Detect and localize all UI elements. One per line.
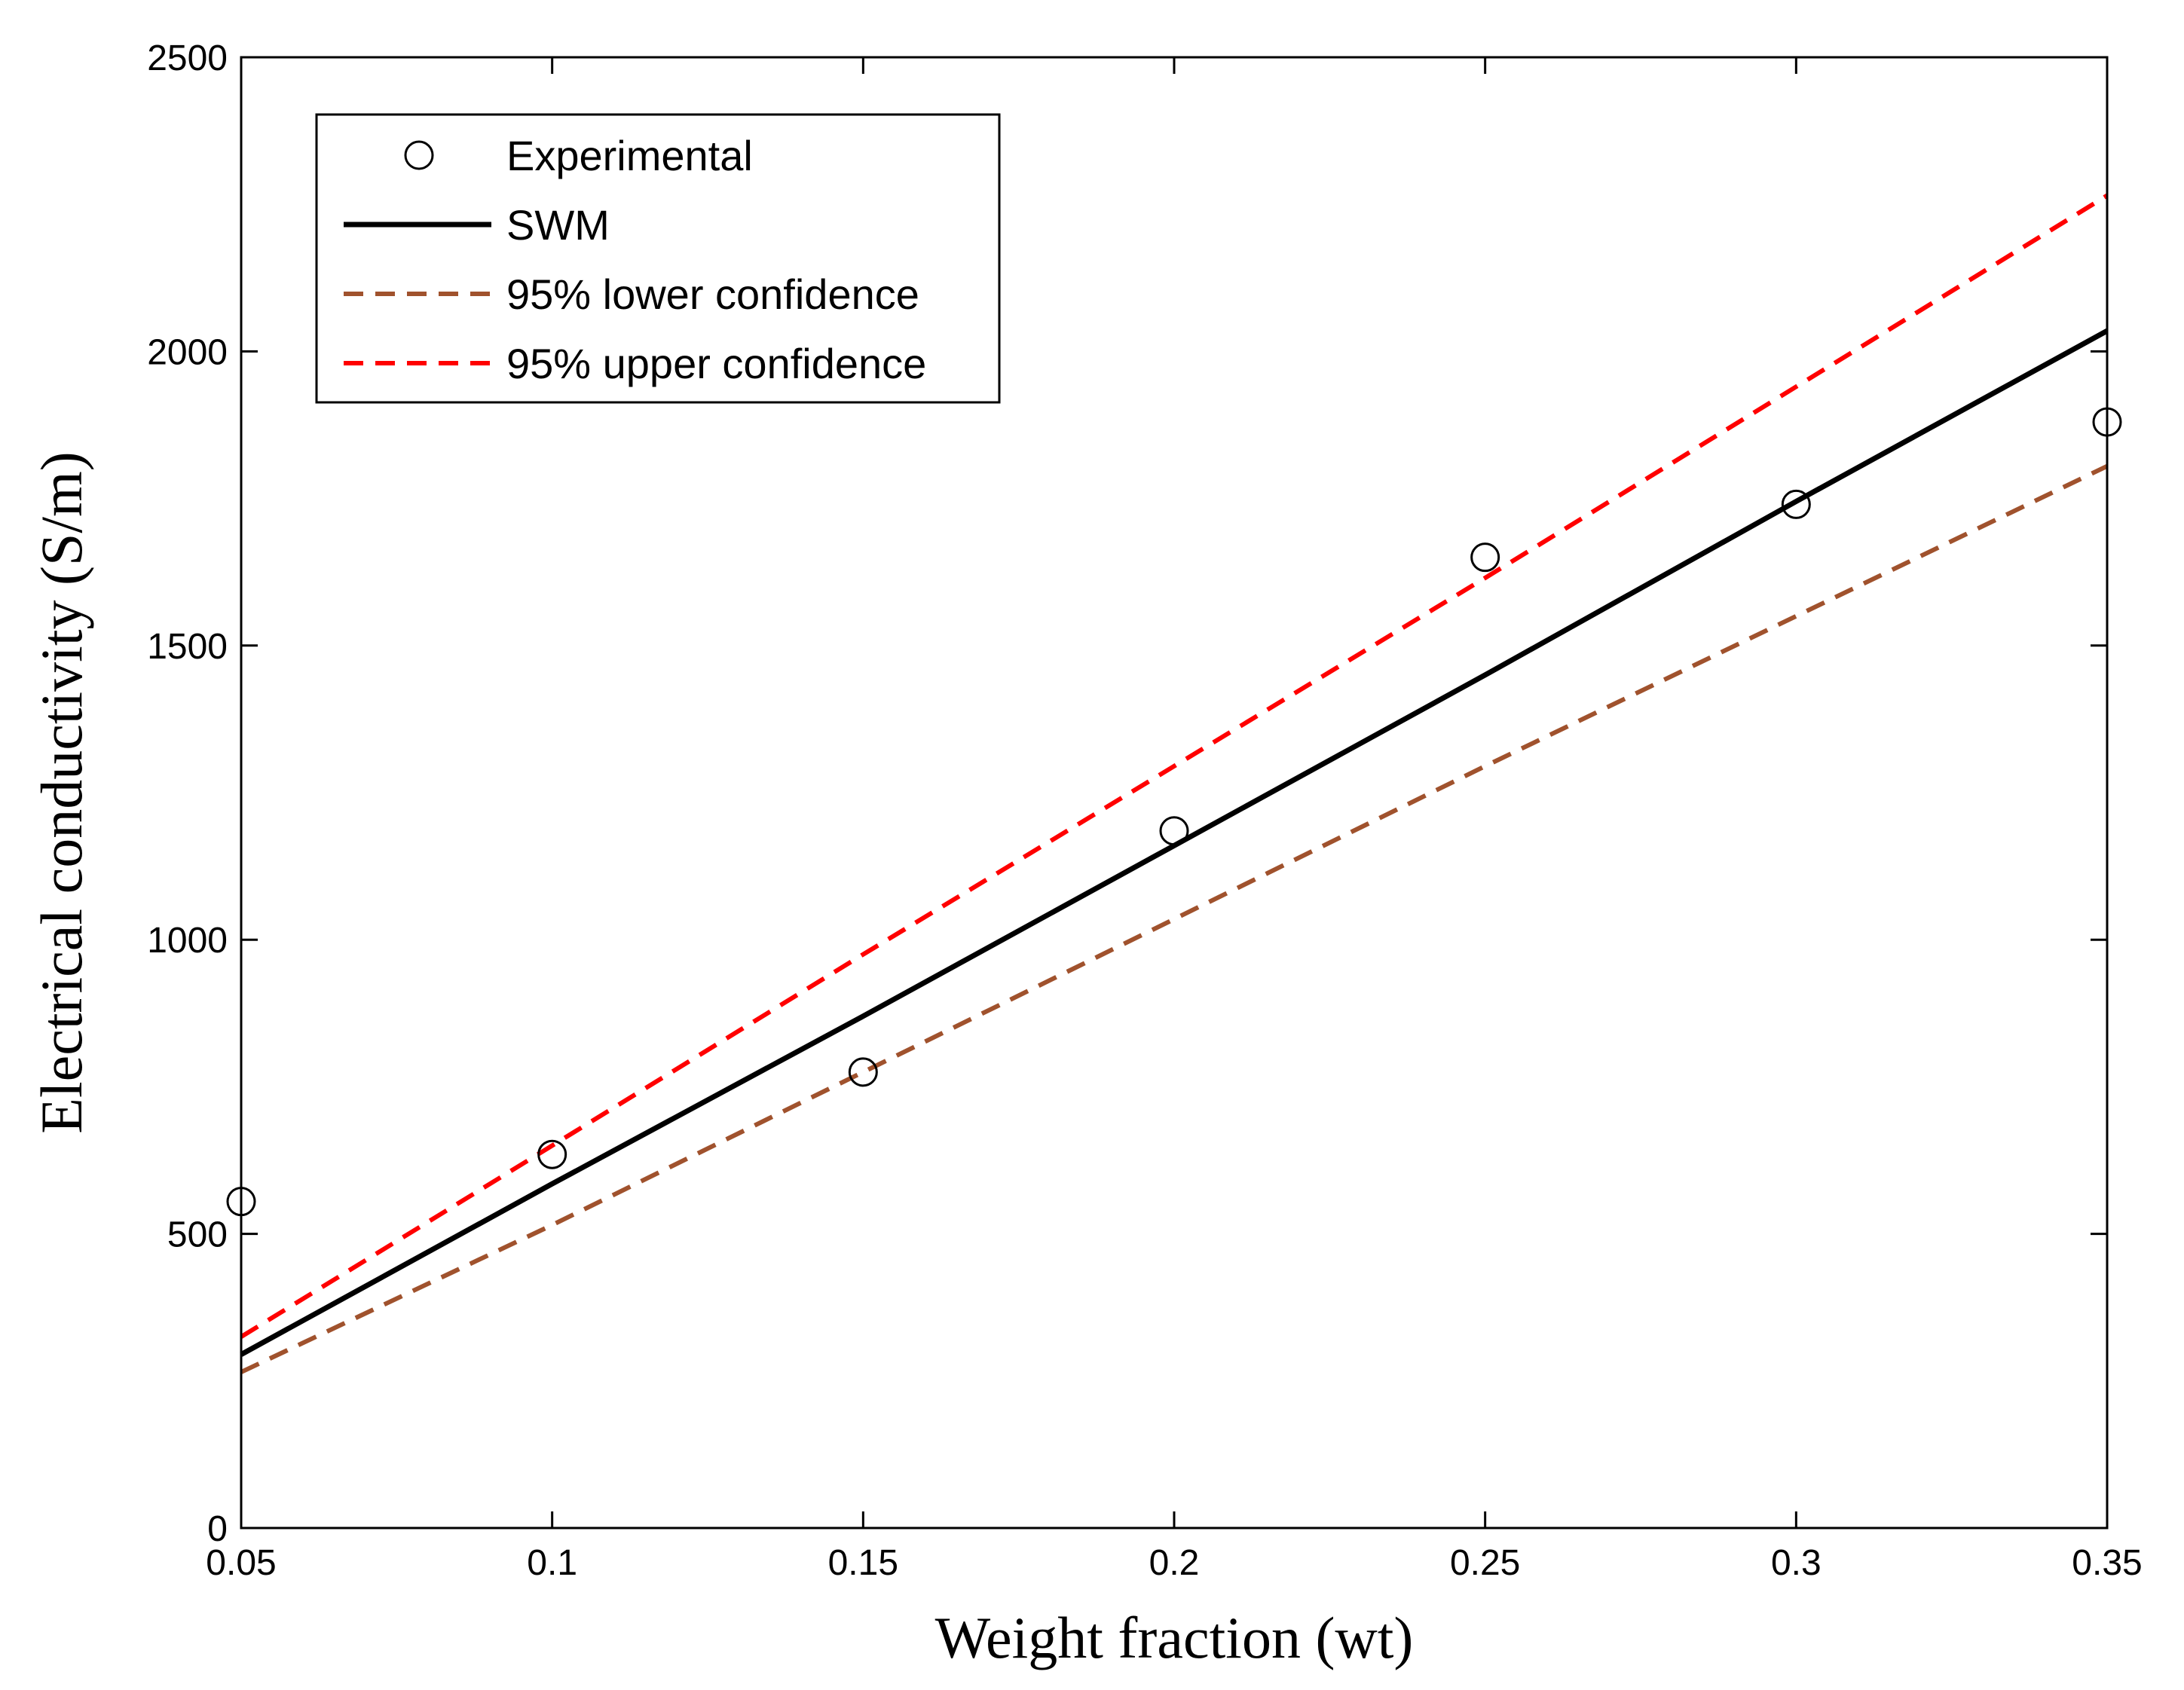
y-tick-label: 0: [207, 1509, 228, 1549]
x-tick-label: 0.2: [1149, 1543, 1200, 1583]
legend-marker-experimental: [404, 140, 434, 170]
experimental-point: [848, 1057, 878, 1087]
series-line-1: [240, 329, 2109, 1357]
y-tick-label: 2500: [147, 38, 228, 78]
y-tick-label: 2000: [147, 332, 228, 372]
experimental-point: [1159, 816, 1189, 846]
y-tick-label: 1500: [147, 627, 228, 667]
legend-label: SWM: [506, 201, 610, 249]
x-tick-label: 0.05: [206, 1543, 276, 1583]
legend-label: 95% upper confidence: [506, 340, 926, 387]
experimental-point: [1781, 489, 1811, 519]
x-tick-label: 0.35: [2072, 1543, 2142, 1583]
legend-label: Experimental: [506, 132, 753, 179]
y-tick-label: 500: [167, 1215, 228, 1255]
y-tick-label: 1000: [147, 921, 228, 961]
legend: Experimental SWM 95% lower confidence 95% u…: [315, 113, 1001, 404]
experimental-point: [1470, 542, 1500, 573]
experimental-point: [537, 1139, 567, 1169]
x-tick-label: 0.1: [527, 1543, 577, 1583]
x-tick-label: 0.25: [1450, 1543, 1520, 1583]
ticks-layer: 0.05 0.1 0.15 0.2 0.25 0.3 0.35 0 500 1000 1500 200…: [147, 38, 2142, 1583]
legend-label: 95% lower confidence: [506, 270, 919, 318]
series-line-3: [240, 193, 2109, 1339]
y-axis-title: Electrical conductivity (S/m): [29, 451, 94, 1133]
x-tick-label: 0.3: [1771, 1543, 1822, 1583]
series-layer: [226, 193, 2122, 1374]
x-tick-label: 0.15: [828, 1543, 898, 1583]
x-axis-title: Weight fraction (wt): [935, 1605, 1414, 1670]
